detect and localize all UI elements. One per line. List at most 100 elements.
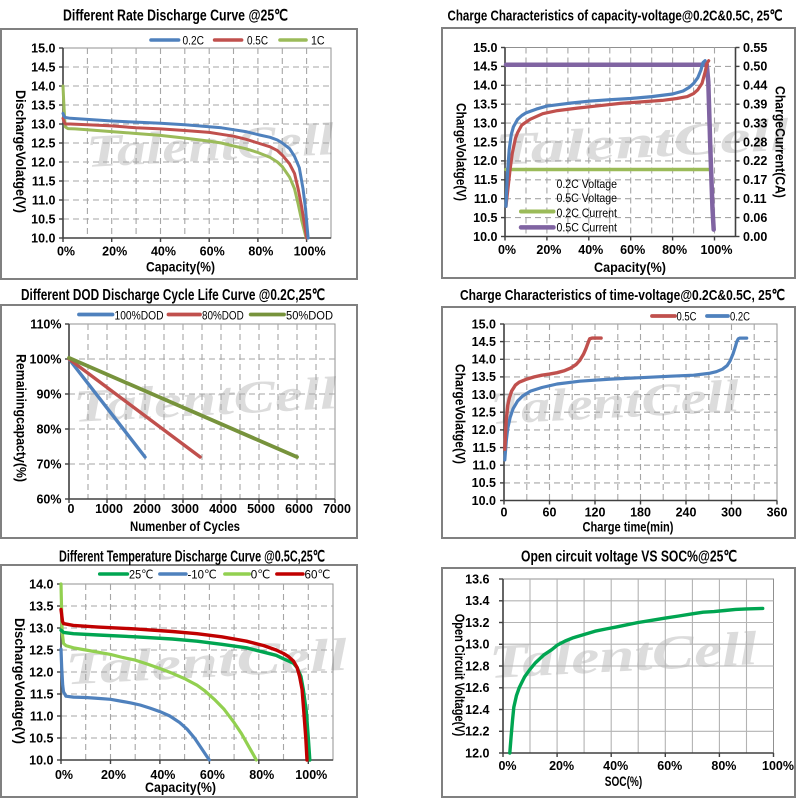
svg-text:15.0: 15.0 (473, 41, 497, 55)
svg-text:DischargeVolatge(V): DischargeVolatge(V) (12, 618, 27, 744)
svg-text:80%: 80% (711, 759, 736, 773)
svg-text:0.2C: 0.2C (183, 34, 205, 48)
svg-text:13.5: 13.5 (472, 370, 496, 384)
svg-text:10.5: 10.5 (472, 476, 496, 490)
svg-text:14.0: 14.0 (473, 79, 497, 93)
svg-text:12.0: 12.0 (465, 746, 489, 760)
svg-text:0.50: 0.50 (743, 60, 767, 74)
svg-text:100%DOD: 100%DOD (115, 309, 164, 323)
svg-text:12.0: 12.0 (29, 665, 53, 679)
svg-text:0.2C: 0.2C (730, 310, 750, 324)
svg-text:20%: 20% (549, 759, 574, 773)
svg-text:13.0: 13.0 (465, 638, 489, 652)
svg-text:13.5: 13.5 (473, 98, 497, 112)
svg-text:10.0: 10.0 (473, 230, 497, 244)
svg-text:14.5: 14.5 (31, 60, 55, 74)
svg-text:10.0: 10.0 (472, 494, 496, 508)
svg-text:0%: 0% (55, 768, 73, 782)
svg-text:6000: 6000 (285, 502, 313, 516)
svg-text:13.6: 13.6 (465, 572, 489, 586)
svg-text:13.5: 13.5 (29, 599, 53, 613)
svg-text:0%: 0% (57, 245, 75, 259)
svg-text:0.5C: 0.5C (677, 310, 697, 324)
svg-text:Remainingcapacty(%): Remainingcapacty(%) (13, 354, 28, 482)
svg-text:60%: 60% (200, 768, 225, 782)
svg-text:120: 120 (585, 506, 606, 520)
svg-text:0.22: 0.22 (743, 154, 767, 168)
svg-text:11.0: 11.0 (32, 193, 56, 207)
svg-text:40%: 40% (151, 245, 176, 259)
svg-text:13.0: 13.0 (29, 621, 53, 635)
svg-text:11.5: 11.5 (472, 441, 496, 455)
svg-text:10.5: 10.5 (31, 212, 55, 226)
svg-text:Different Rate Discharge Curve: Different Rate Discharge Curve @25℃ (63, 8, 288, 25)
svg-text:10.5: 10.5 (473, 211, 497, 225)
svg-text:10.0: 10.0 (29, 753, 53, 767)
svg-text:100%: 100% (762, 759, 794, 773)
svg-text:0.44: 0.44 (743, 79, 767, 93)
svg-text:12.0: 12.0 (31, 155, 55, 169)
svg-text:3000: 3000 (171, 502, 199, 516)
svg-text:80%DOD: 80%DOD (202, 309, 244, 323)
svg-text:11.5: 11.5 (32, 174, 56, 188)
svg-text:ChargeVolatge(V): ChargeVolatge(V) (453, 364, 468, 464)
svg-text:12.5: 12.5 (31, 136, 55, 150)
svg-text:0.11: 0.11 (743, 192, 767, 206)
svg-text:Charge Characteristics of time: Charge Characteristics of time-voltage@0… (460, 287, 785, 304)
svg-text:70%: 70% (36, 457, 61, 471)
svg-text:Charge Characteristics of capa: Charge Characteristics of capacity-volta… (448, 8, 783, 25)
svg-text:11.0: 11.0 (472, 459, 496, 473)
svg-text:13.4: 13.4 (465, 594, 489, 608)
svg-text:Different Temperature Discharg: Different Temperature Discharge Curve @0… (59, 549, 325, 566)
svg-text:90%: 90% (36, 387, 61, 401)
svg-text:100%: 100% (295, 768, 327, 782)
svg-text:11.0: 11.0 (474, 192, 498, 206)
svg-text:ChargeCurrent(CA): ChargeCurrent(CA) (773, 86, 788, 198)
svg-text:4000: 4000 (209, 502, 237, 516)
svg-text:13.2: 13.2 (465, 616, 489, 630)
svg-text:0.5C Voltage: 0.5C Voltage (557, 191, 618, 205)
svg-text:10.5: 10.5 (29, 731, 53, 745)
svg-text:0: 0 (501, 506, 508, 520)
svg-text:14.5: 14.5 (473, 60, 497, 74)
svg-text:0.17: 0.17 (743, 173, 767, 187)
svg-text:60%: 60% (620, 243, 645, 257)
svg-text:240: 240 (676, 506, 697, 520)
svg-text:2000: 2000 (133, 502, 161, 516)
svg-text:50%DOD: 50%DOD (286, 309, 333, 323)
svg-text:100%: 100% (294, 245, 326, 259)
svg-text:12.0: 12.0 (472, 423, 496, 437)
svg-text:11.0: 11.0 (30, 709, 54, 723)
svg-text:100%: 100% (30, 352, 62, 366)
svg-text:0.33: 0.33 (743, 116, 767, 130)
svg-text:13.5: 13.5 (31, 98, 55, 112)
svg-text:1C: 1C (311, 34, 325, 48)
svg-text:100%: 100% (701, 243, 733, 257)
svg-text:14.0: 14.0 (472, 353, 496, 367)
svg-text:0.06: 0.06 (743, 211, 767, 225)
svg-text:11.5: 11.5 (30, 687, 54, 701)
svg-text:20%: 20% (102, 245, 127, 259)
svg-text:60%: 60% (36, 492, 61, 506)
svg-text:13.0: 13.0 (473, 116, 497, 130)
svg-text:60℃: 60℃ (305, 568, 331, 582)
svg-text:20%: 20% (536, 243, 561, 257)
svg-text:15.0: 15.0 (472, 317, 496, 331)
svg-text:80%: 80% (249, 768, 274, 782)
svg-text:60%: 60% (657, 759, 682, 773)
svg-text:12.6: 12.6 (465, 681, 489, 695)
svg-text:60: 60 (543, 506, 557, 520)
svg-text:0.5C: 0.5C (247, 34, 268, 48)
svg-text:0.55: 0.55 (743, 41, 767, 55)
svg-text:1000: 1000 (95, 502, 123, 516)
svg-text:40%: 40% (578, 243, 603, 257)
svg-text:0.5C Current: 0.5C Current (557, 221, 618, 235)
svg-text:7000: 7000 (323, 502, 351, 516)
svg-text:14.0: 14.0 (31, 79, 55, 93)
svg-text:25℃: 25℃ (129, 568, 153, 582)
svg-text:-10℃: -10℃ (188, 568, 217, 582)
svg-text:12.8: 12.8 (465, 659, 489, 673)
svg-text:12.4: 12.4 (465, 703, 489, 717)
svg-text:0.2C Current: 0.2C Current (557, 206, 618, 220)
svg-text:0.28: 0.28 (743, 135, 767, 149)
